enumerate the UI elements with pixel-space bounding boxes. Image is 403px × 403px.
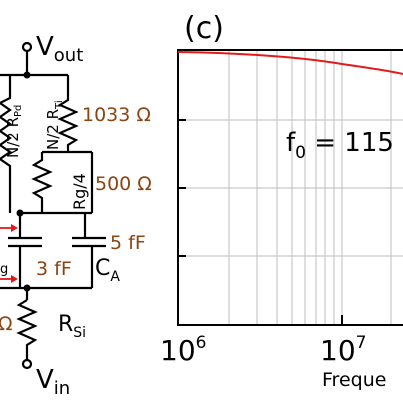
vout-label: Vout <box>36 32 83 66</box>
left-cap-value: 3 fF <box>36 258 72 280</box>
resistor-ti <box>57 75 79 152</box>
current-arrows <box>0 224 18 283</box>
ca-label: CA <box>95 256 120 285</box>
r-si-label: RSi <box>58 312 86 341</box>
gridlines <box>178 50 403 325</box>
vin-terminal <box>21 358 33 370</box>
left-cap-label: g <box>0 262 8 277</box>
left-omega-label: Ω <box>0 313 13 335</box>
resistor-si <box>16 299 38 360</box>
response-curve <box>177 51 403 75</box>
x-tick-label-1e7: 107 <box>320 333 366 367</box>
panel-label: (c) <box>184 11 224 46</box>
circuit-diagram <box>0 41 106 370</box>
rg-label: Rg/4 <box>70 173 89 210</box>
x-axis-ticks <box>177 315 343 325</box>
vin-label: Vin <box>36 365 70 399</box>
vout-terminal <box>21 41 33 53</box>
rg-value: 500 Ω <box>95 173 152 195</box>
r-ti-label: N/2 RTi <box>44 100 65 150</box>
x-axis-label: Freque <box>322 369 386 391</box>
f0-annotation: f0 = 115 <box>286 128 394 163</box>
plot-area <box>177 49 403 326</box>
y-axis-ticks <box>178 119 186 257</box>
left-resistor-label: N/2 RPd <box>4 105 24 158</box>
junction-dots <box>16 71 31 292</box>
ca-value: 5 fF <box>110 232 146 254</box>
resistor-lower-left <box>31 152 53 213</box>
r-ti-value: 1033 Ω <box>82 104 151 126</box>
x-tick-label-1e6: 106 <box>160 333 206 367</box>
